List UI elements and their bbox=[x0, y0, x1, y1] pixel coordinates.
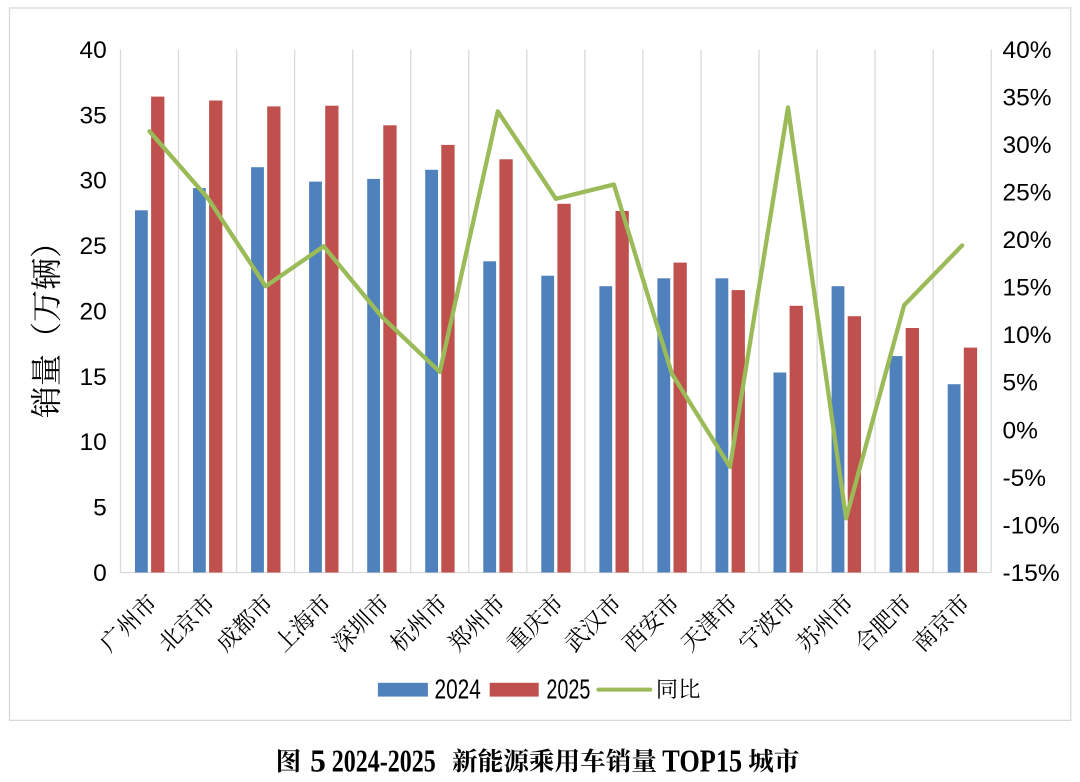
svg-text:5: 5 bbox=[310, 743, 326, 778]
svg-text:0%: 0% bbox=[1003, 417, 1038, 444]
svg-text:10%: 10% bbox=[1003, 322, 1052, 349]
svg-text:30%: 30% bbox=[1003, 132, 1052, 159]
svg-text:10: 10 bbox=[80, 429, 107, 456]
svg-text:-10%: -10% bbox=[1003, 512, 1060, 539]
svg-text:20: 20 bbox=[80, 298, 107, 325]
svg-text:25%: 25% bbox=[1003, 180, 1052, 207]
svg-text:25: 25 bbox=[80, 233, 107, 260]
svg-text:40%: 40% bbox=[1003, 37, 1052, 64]
svg-text:35: 35 bbox=[80, 102, 107, 129]
svg-text:35%: 35% bbox=[1003, 84, 1052, 111]
svg-text:40: 40 bbox=[80, 37, 107, 64]
svg-text:5%: 5% bbox=[1003, 370, 1038, 397]
svg-text:2024-2025: 2024-2025 bbox=[332, 743, 436, 778]
svg-text:30: 30 bbox=[80, 168, 107, 195]
svg-text:5: 5 bbox=[93, 495, 107, 522]
svg-text:2025: 2025 bbox=[546, 674, 590, 705]
svg-text:20%: 20% bbox=[1003, 227, 1052, 254]
svg-text:-5%: -5% bbox=[1003, 465, 1047, 492]
svg-text:-15%: -15% bbox=[1003, 560, 1060, 587]
svg-text:0: 0 bbox=[93, 560, 107, 587]
svg-text:2024: 2024 bbox=[435, 674, 481, 705]
svg-text:15%: 15% bbox=[1003, 275, 1052, 302]
svg-text:TOP15: TOP15 bbox=[662, 743, 742, 778]
svg-text:15: 15 bbox=[80, 364, 107, 391]
